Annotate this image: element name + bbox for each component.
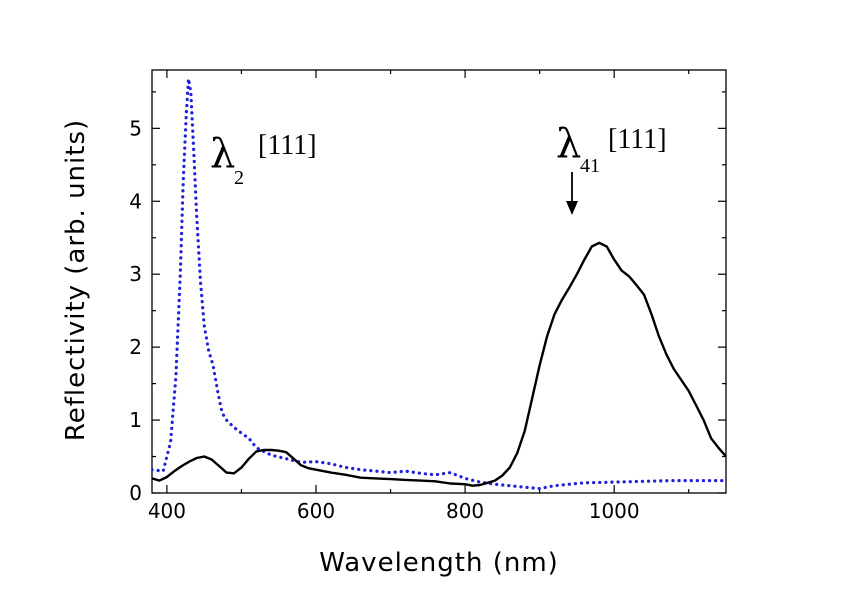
y-tick-label: 2 — [129, 335, 142, 359]
annotation-lambda-2-subscript: 2 — [234, 167, 244, 189]
series-layer — [152, 77, 726, 491]
x-tick-label: 600 — [297, 499, 335, 523]
y-tick-label: 0 — [129, 481, 142, 505]
y-tick-label: 4 — [129, 189, 142, 213]
y-axis-title: Reflectivity (arb. units) — [61, 119, 91, 441]
y-tick-label: 3 — [129, 262, 142, 286]
annotation-lambda-41: λ 41 [111] — [556, 121, 667, 215]
x-tick-label: 400 — [148, 499, 186, 523]
y-tick-label: 5 — [129, 116, 142, 140]
annotation-lambda-2-symbol: λ — [210, 131, 235, 177]
axis-ticks: 400 600 800 1000 0 1 2 3 4 5 — [129, 70, 726, 523]
series-dotted-blue — [152, 77, 726, 491]
annotation-lambda-2-index: [111] — [258, 130, 317, 161]
y-tick-label: 1 — [129, 408, 142, 432]
series-solid-black — [152, 241, 726, 487]
annotation-lambda-2: λ 2 [111] — [210, 130, 317, 189]
x-axis-title: Wavelength (nm) — [319, 548, 559, 578]
x-tick-label: 800 — [446, 499, 484, 523]
annotation-lambda-41-index: [111] — [608, 124, 667, 155]
x-tick-label: 1000 — [589, 499, 640, 523]
annotation-lambda-41-subscript: 41 — [580, 155, 600, 177]
plot-frame — [151, 69, 727, 494]
annotation-lambda-41-symbol: λ — [556, 121, 581, 167]
down-arrow-icon — [566, 201, 578, 215]
